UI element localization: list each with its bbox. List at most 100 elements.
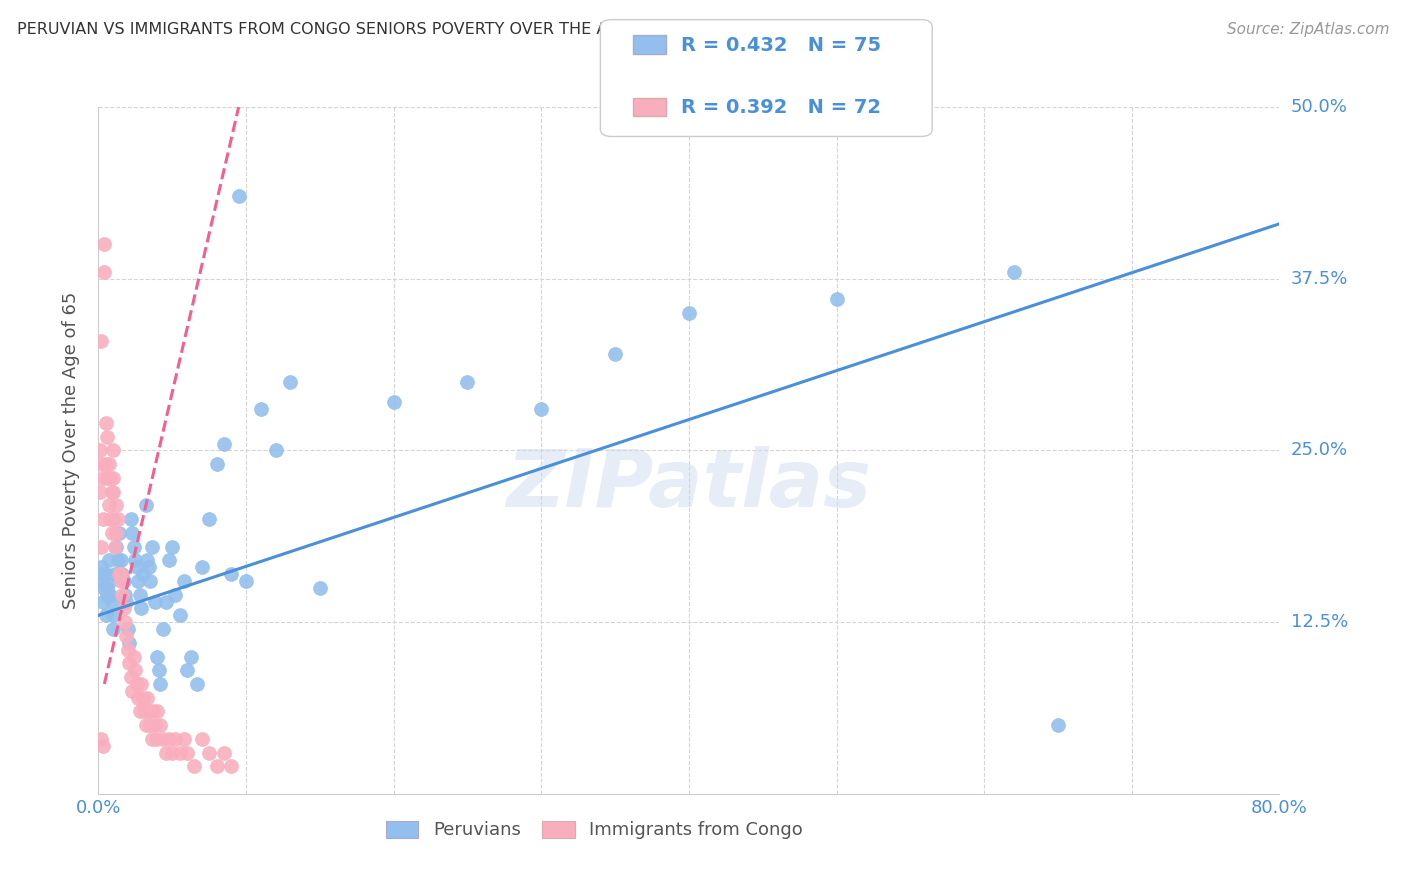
Point — [138, 560, 160, 574]
Point — [176, 663, 198, 677]
Point — [94, 416, 117, 430]
Point — [93, 265, 115, 279]
Point — [186, 677, 208, 691]
Point — [100, 484, 122, 499]
Text: Source: ZipAtlas.com: Source: ZipAtlas.com — [1226, 22, 1389, 37]
Point — [124, 553, 146, 567]
Point — [94, 457, 117, 471]
Point — [107, 553, 129, 567]
Point — [146, 705, 169, 719]
Point — [118, 636, 141, 650]
Point — [105, 499, 128, 513]
Point — [111, 567, 134, 582]
Point — [183, 759, 205, 773]
Point — [128, 588, 150, 602]
Point — [198, 512, 221, 526]
Point — [122, 649, 145, 664]
Point — [148, 663, 170, 677]
Point — [141, 731, 163, 746]
Point — [97, 499, 120, 513]
Point — [96, 588, 118, 602]
Point — [530, 402, 553, 417]
Point — [121, 525, 143, 540]
Point — [143, 718, 166, 732]
Point — [191, 731, 214, 746]
Point — [117, 622, 139, 636]
Point — [108, 525, 131, 540]
Point — [127, 574, 149, 588]
Point — [149, 718, 172, 732]
Point — [122, 540, 145, 554]
Point — [114, 615, 136, 630]
Legend: Peruvians, Immigrants from Congo: Peruvians, Immigrants from Congo — [378, 814, 810, 847]
Point — [205, 457, 228, 471]
Point — [110, 574, 132, 588]
Point — [89, 443, 111, 458]
Point — [146, 649, 169, 664]
Point — [89, 574, 111, 588]
Point — [105, 525, 128, 540]
Point — [91, 471, 114, 485]
Point — [103, 622, 125, 636]
Point — [173, 731, 195, 746]
Point — [110, 553, 132, 567]
Point — [104, 567, 127, 582]
Point — [228, 189, 250, 203]
Point — [169, 746, 191, 760]
Point — [132, 567, 155, 582]
Point — [104, 540, 127, 554]
Point — [98, 574, 121, 588]
Point — [149, 677, 172, 691]
Point — [157, 731, 180, 746]
Point — [165, 588, 187, 602]
Point — [97, 553, 120, 567]
Point — [678, 306, 700, 320]
Point — [103, 443, 125, 458]
Point — [121, 683, 143, 698]
Point — [117, 642, 139, 657]
Point — [155, 746, 177, 760]
Point — [825, 293, 848, 307]
Point — [221, 759, 243, 773]
Point — [98, 471, 121, 485]
Point — [132, 690, 155, 705]
Text: R = 0.392   N = 72: R = 0.392 N = 72 — [681, 98, 880, 118]
Point — [1046, 718, 1070, 732]
Point — [93, 581, 115, 595]
Point — [205, 759, 228, 773]
Point — [605, 347, 627, 361]
Point — [110, 567, 132, 582]
Point — [136, 553, 159, 567]
Point — [138, 705, 160, 719]
Point — [135, 718, 157, 732]
Point — [90, 334, 112, 348]
Point — [114, 588, 136, 602]
Point — [124, 663, 146, 677]
Point — [127, 690, 149, 705]
Point — [212, 436, 235, 450]
Point — [96, 430, 118, 444]
Point — [91, 512, 114, 526]
Point — [94, 567, 117, 582]
Point — [103, 484, 125, 499]
Point — [125, 677, 148, 691]
Point — [96, 581, 118, 595]
Point — [118, 657, 141, 671]
Point — [142, 705, 165, 719]
Point — [98, 588, 121, 602]
Point — [107, 512, 129, 526]
Text: ZIPatlas: ZIPatlas — [506, 446, 872, 524]
Point — [111, 588, 134, 602]
Point — [90, 540, 112, 554]
Point — [136, 690, 159, 705]
Point — [235, 574, 257, 588]
Point — [112, 574, 135, 588]
Point — [157, 553, 180, 567]
Point — [128, 705, 150, 719]
Point — [1002, 265, 1025, 279]
Text: PERUVIAN VS IMMIGRANTS FROM CONGO SENIORS POVERTY OVER THE AGE OF 65 CORRELATION: PERUVIAN VS IMMIGRANTS FROM CONGO SENIOR… — [17, 22, 860, 37]
Point — [108, 567, 131, 582]
Point — [141, 540, 163, 554]
Point — [120, 670, 142, 684]
Point — [129, 677, 152, 691]
